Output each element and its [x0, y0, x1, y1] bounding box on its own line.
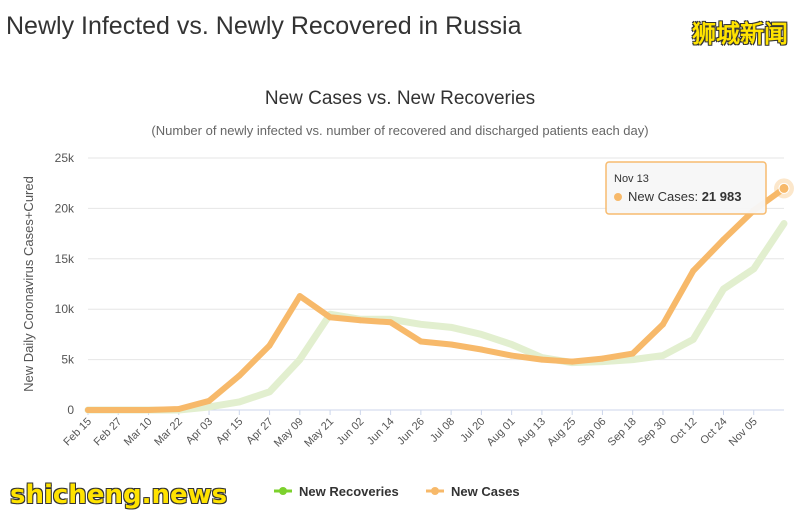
data-point-new-cases	[236, 372, 243, 379]
series-line-new-recoveries	[84, 220, 788, 414]
y-tick-label: 25k	[55, 151, 75, 165]
data-point-new-cases	[659, 321, 666, 328]
x-tick-label: Oct 12	[668, 416, 699, 447]
data-point-new-recoveries	[690, 336, 696, 342]
x-tick-label: Feb 27	[92, 416, 125, 449]
x-tick-label: May 21	[302, 416, 336, 450]
tooltip-box	[605, 161, 767, 215]
x-tick-label: Mar 22	[152, 416, 185, 449]
legend-label: New Recoveries	[299, 484, 399, 499]
legend-item-new-recoveries[interactable]: New Recoveries	[274, 484, 399, 499]
legend-label: New Cases	[451, 484, 520, 499]
y-tick-label: 0	[67, 403, 74, 417]
data-point-new-cases	[175, 405, 182, 412]
data-point-new-cases	[145, 407, 152, 413]
series-line-new-cases	[85, 185, 787, 413]
x-tick-label: Aug 25	[545, 416, 578, 449]
data-point-new-cases	[115, 407, 122, 413]
x-tick-label: Mar 10	[122, 416, 155, 449]
chart-subtitle: (Number of newly infected vs. number of …	[151, 123, 648, 138]
data-point-new-recoveries	[448, 324, 454, 330]
x-tick-label: Aug 01	[485, 416, 518, 449]
data-point-new-cases	[720, 236, 727, 243]
tooltip-date: Nov 13	[614, 173, 649, 185]
data-point-new-recoveries	[418, 321, 424, 327]
data-point-new-recoveries	[297, 357, 303, 363]
x-tick-label: Apr 03	[184, 416, 215, 447]
y-tick-label: 15k	[55, 252, 75, 266]
data-point-new-cases	[327, 314, 334, 321]
x-tick-label: Sep 30	[636, 416, 669, 449]
x-tick-label: Jul 20	[458, 416, 487, 445]
hover-point	[778, 182, 790, 194]
data-point-new-cases	[357, 317, 364, 324]
x-tick-label: Feb 15	[61, 416, 94, 449]
x-tick-label: Jun 02	[335, 416, 367, 448]
data-point-new-cases	[629, 350, 636, 357]
x-tick-label: Sep 06	[575, 416, 608, 449]
data-point-new-cases	[599, 355, 606, 362]
tooltip-series-marker	[614, 193, 622, 201]
data-point-new-cases	[508, 352, 515, 359]
data-point-new-cases	[266, 342, 273, 349]
data-point-new-recoveries	[630, 357, 636, 363]
data-point-new-recoveries	[720, 286, 726, 292]
data-point-new-recoveries	[267, 389, 273, 395]
x-tick-label: Aug 13	[515, 416, 548, 449]
x-tick-label: Sep 18	[606, 416, 639, 449]
y-tick-label: 20k	[55, 201, 75, 215]
data-point-new-cases	[478, 346, 485, 353]
x-tick-label: Jul 08	[428, 416, 457, 445]
data-point-new-cases	[448, 341, 455, 348]
data-point-new-recoveries	[236, 399, 242, 405]
data-point-new-recoveries	[660, 353, 666, 359]
legend-symbol-marker	[431, 487, 439, 495]
data-point-new-cases	[387, 319, 394, 326]
x-tick-label: Nov 05	[727, 416, 760, 449]
data-point-new-recoveries	[509, 341, 515, 347]
data-point-new-recoveries	[781, 221, 787, 227]
data-point-new-cases	[417, 338, 424, 345]
y-tick-label: 10k	[55, 302, 75, 316]
x-tick-label: Apr 15	[214, 416, 245, 447]
data-point-new-recoveries	[478, 331, 484, 337]
tooltip-value: 21 983	[702, 189, 742, 204]
x-tick-label: Apr 27	[244, 416, 275, 447]
data-point-new-cases	[569, 358, 576, 365]
y-axis-label: New Daily Coronavirus Cases+Cured	[21, 176, 36, 392]
data-point-new-cases	[206, 397, 213, 404]
x-tick-label: Jun 26	[395, 416, 427, 448]
data-point-new-recoveries	[206, 404, 212, 410]
data-point-new-cases	[538, 356, 545, 363]
watermark: shicheng.news	[10, 480, 228, 510]
brand-logo: 狮城新闻	[692, 20, 788, 48]
y-tick-label: 5k	[61, 353, 75, 367]
legend-item-new-cases[interactable]: New Cases	[426, 484, 520, 499]
x-tick-label: Oct 24	[698, 416, 729, 447]
tooltip-series-name: New Cases	[628, 189, 695, 204]
page-title: Newly Infected vs. Newly Recovered in Ru…	[6, 12, 522, 40]
data-point-new-cases	[296, 293, 303, 300]
data-point-new-recoveries	[751, 266, 757, 272]
data-point-new-cases	[85, 407, 91, 413]
tooltip-text: New Cases: 21 983	[628, 189, 741, 204]
x-tick-label: Jun 14	[365, 416, 397, 448]
legend-symbol-marker	[279, 487, 287, 495]
chart-title: New Cases vs. New Recoveries	[265, 88, 535, 109]
x-tick-label: May 09	[272, 416, 306, 450]
data-point-new-cases	[690, 267, 697, 274]
